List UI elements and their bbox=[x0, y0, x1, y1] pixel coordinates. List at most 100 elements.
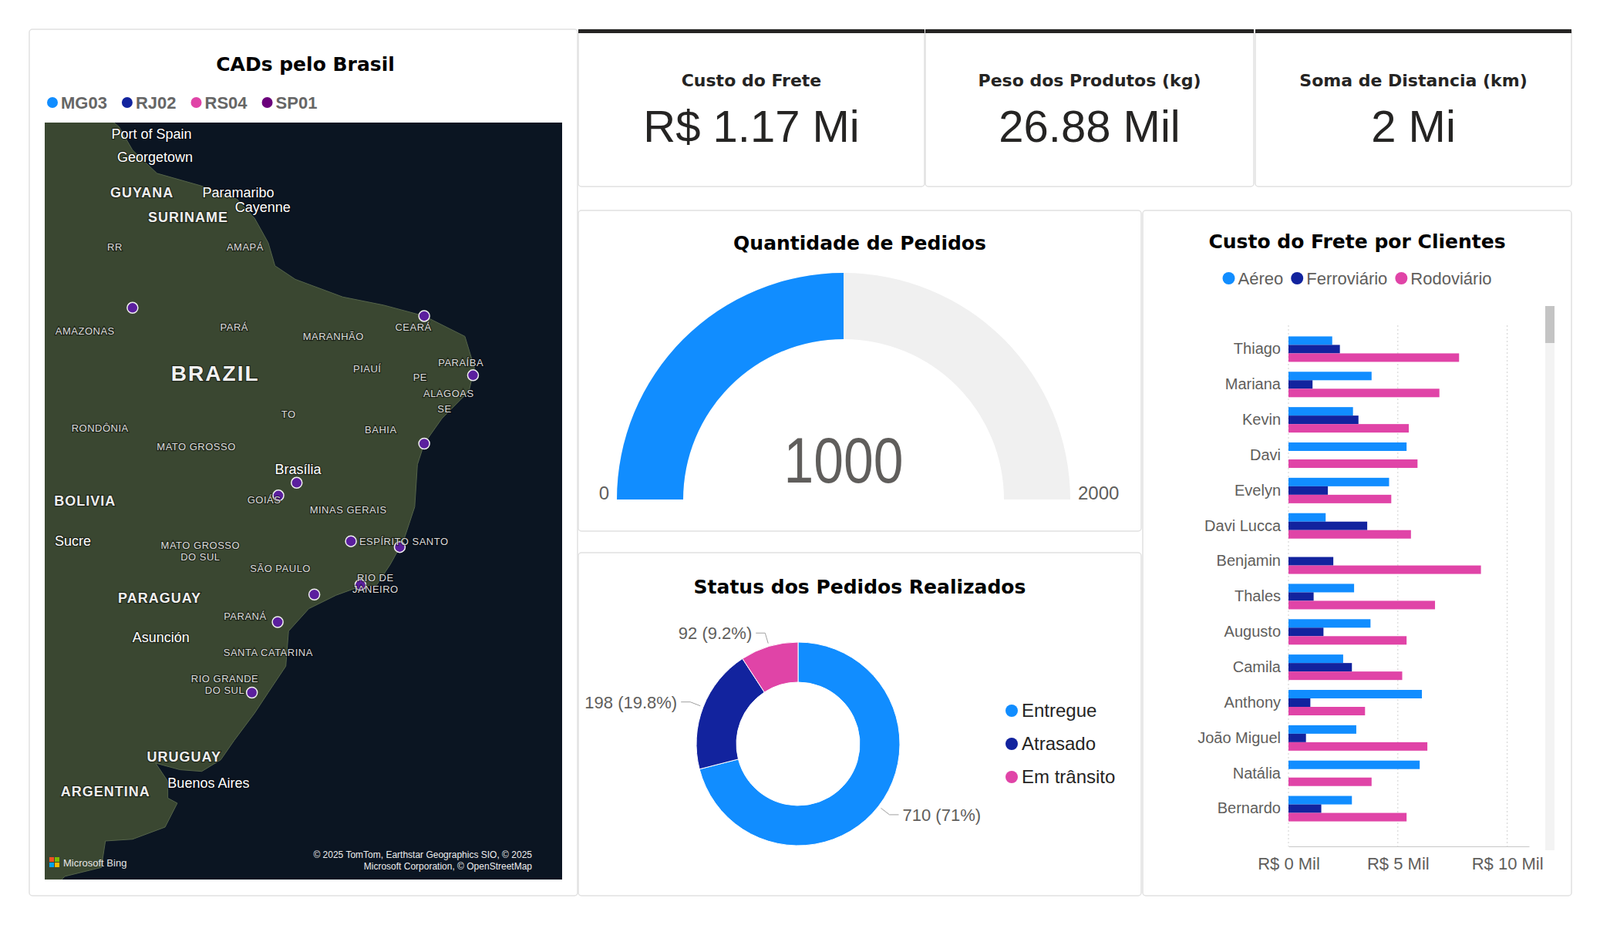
legend-label: Rodoviário bbox=[1410, 269, 1492, 289]
legend-marker bbox=[121, 97, 133, 108]
tick: Augusto bbox=[1224, 623, 1289, 640]
tick-label: Anthony bbox=[1224, 693, 1281, 711]
tick: Mariana bbox=[1225, 375, 1289, 393]
tick: R$ 0 Mil bbox=[1257, 846, 1321, 874]
bar bbox=[1288, 725, 1357, 735]
tick: João Miguel bbox=[1197, 729, 1289, 747]
chart-title: Status dos Pedidos Realizados bbox=[693, 576, 1027, 599]
map-marker bbox=[291, 477, 303, 489]
map-marker bbox=[246, 687, 258, 698]
tick-label: Mariana bbox=[1225, 375, 1282, 393]
map-label: Asunción bbox=[132, 629, 190, 646]
provider-logo bbox=[49, 857, 60, 868]
bar bbox=[1288, 353, 1459, 362]
legend-label: Aéreo bbox=[1237, 269, 1284, 289]
map-label: MATO GROSSO bbox=[156, 441, 236, 453]
tick: Thiago bbox=[1233, 340, 1289, 358]
legend-item: RS04 bbox=[191, 93, 249, 113]
map-label: RIO DEJANEIRO bbox=[352, 572, 399, 596]
bars bbox=[1288, 336, 1482, 822]
map-label: CEARÁ bbox=[394, 321, 432, 334]
bar bbox=[1288, 742, 1428, 752]
tick-label: Thiago bbox=[1233, 340, 1281, 358]
bar bbox=[1288, 663, 1352, 672]
map-label: Georgetown bbox=[117, 149, 193, 166]
legend-item: Aéreo bbox=[1222, 269, 1284, 289]
bar bbox=[1288, 424, 1409, 433]
card-title: Peso dos Produtos (kg) bbox=[978, 70, 1202, 91]
map-label: BAHIA bbox=[364, 424, 398, 436]
map-marker bbox=[418, 437, 430, 449]
map-label: URUGUAY bbox=[147, 749, 222, 765]
bar bbox=[1288, 442, 1407, 452]
bar bbox=[1288, 565, 1482, 575]
tick: R$ 10 Mil bbox=[1472, 846, 1544, 874]
map-label-line: JANEIRO bbox=[352, 583, 399, 596]
y-axis: ThiagoMarianaKevinDaviEvelynDavi LuccaBe… bbox=[1197, 340, 1289, 817]
tick-label: Benjamin bbox=[1216, 552, 1281, 570]
map-label: AMAZONAS bbox=[55, 325, 115, 337]
legend-marker bbox=[1394, 272, 1408, 285]
panel-top-bar bbox=[578, 29, 925, 34]
axis-line bbox=[1289, 846, 1530, 848]
card-title: Custo do Frete bbox=[681, 70, 822, 91]
bar bbox=[1288, 600, 1435, 610]
map-label: BOLIVIA bbox=[53, 493, 116, 509]
tick-label: Bernardo bbox=[1217, 799, 1281, 817]
legend-item: MG03 bbox=[47, 93, 108, 113]
tick: Davi bbox=[1249, 446, 1289, 464]
bar bbox=[1288, 761, 1420, 770]
map-label-line: DO SUL bbox=[180, 551, 220, 563]
map-label: ARGENTINA bbox=[60, 784, 151, 800]
bar bbox=[1288, 619, 1371, 628]
legend-label: Ferroviário bbox=[1306, 269, 1388, 289]
chart-title: CADs pelo Brasil bbox=[215, 53, 395, 76]
bar bbox=[1288, 336, 1333, 345]
tick-label: R$ 10 Mil bbox=[1472, 854, 1544, 874]
bar bbox=[1288, 407, 1354, 416]
pie-slice bbox=[742, 642, 799, 693]
tick: Benjamin bbox=[1216, 552, 1289, 570]
tick: Evelyn bbox=[1234, 481, 1289, 499]
legend-item: SP01 bbox=[262, 93, 318, 113]
x-axis: R$ 0 Mil R$ 5 Mil R$ 10 Mil bbox=[1257, 846, 1543, 874]
logo-square bbox=[49, 857, 54, 863]
scrollbar-thumb bbox=[1545, 306, 1555, 344]
legend-marker bbox=[1290, 272, 1304, 285]
panel bbox=[925, 29, 1254, 187]
map-label: GOIÁS bbox=[247, 494, 282, 506]
tick-label: R$ 0 Mil bbox=[1257, 854, 1321, 874]
map-label: RONDÔNIA bbox=[71, 422, 129, 435]
tick-label: Natália bbox=[1232, 764, 1282, 782]
land bbox=[44, 122, 475, 880]
tick: R$ 5 Mil bbox=[1367, 846, 1430, 874]
bar bbox=[1288, 778, 1372, 787]
legend-item: Ferroviário bbox=[1290, 269, 1388, 289]
map-label: RR bbox=[107, 241, 123, 253]
map-markers bbox=[127, 302, 479, 698]
logo-square bbox=[49, 862, 54, 868]
map-label: ESPÍRITO SANTO bbox=[359, 535, 449, 548]
bar bbox=[1288, 636, 1407, 645]
bar bbox=[1288, 513, 1326, 523]
map-label: MARANHÃO bbox=[303, 330, 364, 343]
card-title: Soma de Distancia (km) bbox=[1299, 70, 1527, 91]
tick-label: Camila bbox=[1232, 658, 1282, 676]
bar bbox=[1288, 654, 1344, 664]
grid-line bbox=[1506, 325, 1508, 847]
bar bbox=[1288, 522, 1368, 531]
provider-label: Microsoft Bing bbox=[63, 857, 127, 870]
tick-label: Davi Lucca bbox=[1204, 517, 1282, 535]
legend-label: RS04 bbox=[205, 93, 249, 113]
map-label: SÃO PAULO bbox=[249, 562, 311, 575]
legend-label: Em trânsito bbox=[1021, 766, 1115, 788]
legend-marker bbox=[191, 97, 203, 108]
dashboard: CADs pelo BrasilMG03RJ02RS04SP01BRAZILGU… bbox=[0, 0, 1600, 925]
tick-label: 0 bbox=[599, 482, 610, 504]
map-label: MINAS GERAIS bbox=[309, 504, 388, 516]
map-label: BRAZIL bbox=[171, 361, 260, 386]
legend-marker bbox=[1005, 704, 1018, 718]
map-label: Cayenne bbox=[235, 199, 291, 216]
leader-line bbox=[755, 633, 768, 644]
map-label: Brasília bbox=[275, 461, 323, 478]
